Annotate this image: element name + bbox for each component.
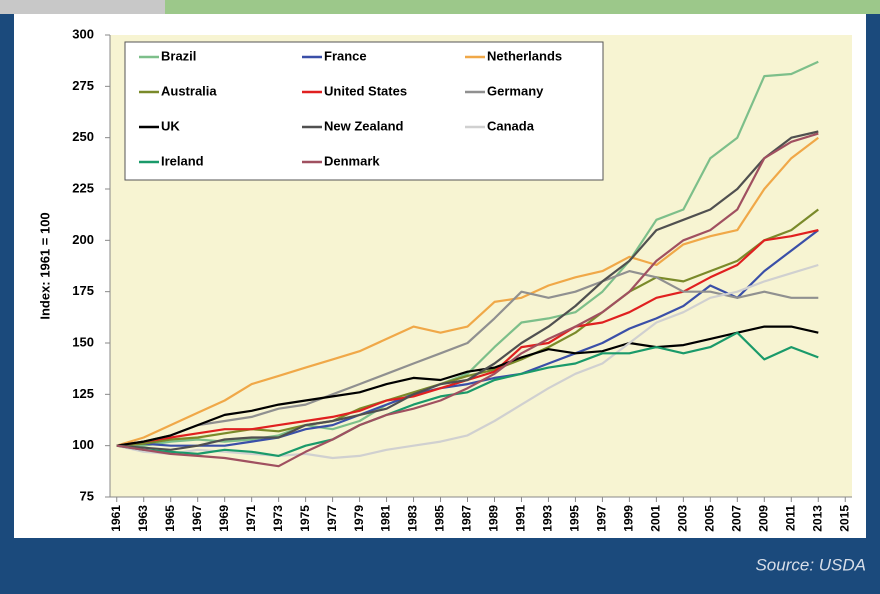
legend-label: New Zealand [324, 118, 404, 133]
x-tick-label: 2001 [649, 505, 663, 532]
x-tick-label: 1987 [460, 505, 474, 532]
series-line [116, 60, 819, 447]
x-tick-label: 1989 [487, 505, 501, 532]
y-tick-label: 250 [72, 129, 94, 144]
legend-label: Canada [487, 118, 535, 133]
x-tick-label: 2013 [810, 505, 824, 532]
x-tick-label: 1985 [433, 505, 447, 532]
series-line [116, 270, 819, 447]
series-line [116, 325, 819, 447]
top-bar-gray [0, 0, 165, 14]
x-tick-label: 1963 [136, 505, 150, 532]
legend-label: Denmark [324, 153, 380, 168]
x-tick-label: 2015 [837, 505, 851, 532]
x-tick-label: 1997 [595, 505, 609, 532]
series-line [116, 331, 819, 457]
y-tick-label: 150 [72, 334, 94, 349]
legend-label: United States [324, 83, 407, 98]
x-tick-label: 1995 [568, 505, 582, 532]
legend-box [124, 41, 604, 181]
x-tick-label: 1967 [190, 505, 204, 532]
series-line [116, 263, 819, 460]
x-tick-label: 1979 [352, 505, 366, 532]
series-line [116, 136, 819, 447]
x-tick-label: 1981 [379, 505, 393, 532]
x-tick-label: 1975 [298, 505, 312, 532]
x-tick-label: 2005 [703, 505, 717, 532]
x-tick-label: 2007 [729, 505, 743, 532]
top-bar-green [165, 0, 880, 14]
y-tick-label: 200 [72, 232, 94, 247]
x-tick-label: 1977 [325, 505, 339, 532]
series-line [116, 132, 819, 468]
source-caption: Source: USDA [755, 555, 866, 574]
x-tick-label: 1969 [217, 505, 231, 532]
x-tick-label: 1993 [541, 505, 555, 532]
legend-label: Brazil [161, 48, 196, 63]
x-tick-label: 2011 [783, 505, 797, 531]
y-tick-label: 275 [72, 78, 94, 93]
x-tick-label: 1991 [514, 505, 528, 532]
x-tick-label: 1961 [109, 505, 123, 532]
y-tick-label: 300 [72, 26, 94, 41]
legend-label: Germany [487, 83, 544, 98]
x-tick-label: 2009 [756, 505, 770, 532]
y-tick-label: 100 [72, 437, 94, 452]
x-tick-label: 1973 [271, 505, 285, 532]
y-tick-label: 225 [72, 180, 94, 195]
x-tick-label: 1971 [244, 505, 258, 532]
legend-label: Australia [161, 83, 217, 98]
x-tick-label: 1983 [406, 505, 420, 532]
x-tick-label: 2003 [676, 505, 690, 532]
legend-label: Netherlands [487, 48, 562, 63]
x-tick-label: 1965 [163, 505, 177, 532]
y-tick-label: 125 [72, 386, 94, 401]
series-line [116, 130, 819, 451]
legend-label: UK [161, 118, 180, 133]
legend-label: France [324, 48, 367, 63]
legend-label: Ireland [161, 153, 204, 168]
series-line [116, 208, 819, 447]
y-tick-label: 75 [80, 488, 94, 503]
x-tick-label: 1999 [622, 505, 636, 532]
y-axis-label: Index: 1961 = 100 [37, 212, 52, 319]
y-tick-label: 175 [72, 283, 94, 298]
